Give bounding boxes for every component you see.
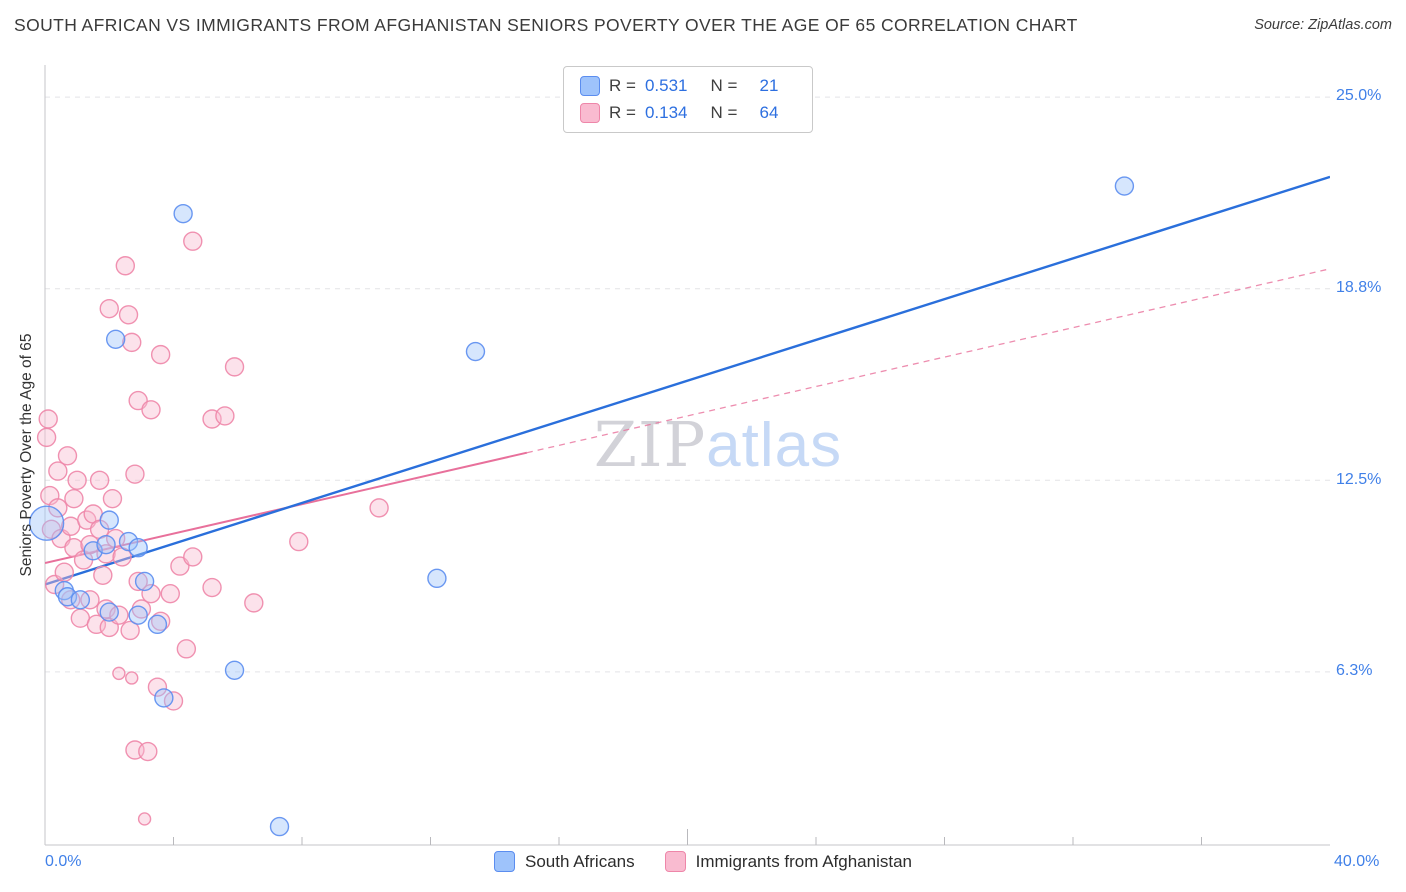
legend-box: R = 0.531 N = 21 R = 0.134 N = 64 (563, 66, 813, 133)
n-value: 64 (759, 103, 779, 122)
scatter-point-south-africans[interactable] (1114, 176, 1135, 196)
legend-item-south-africans[interactable]: South Africans (494, 851, 635, 872)
scatter-point-afghanistan-immigrants[interactable] (183, 231, 203, 251)
y-tick-label-18-8: 18.8% (1336, 279, 1382, 296)
scatter-point-afghanistan-immigrants[interactable] (150, 344, 171, 365)
n-value: 21 (759, 76, 779, 95)
scatter-point-south-africans[interactable] (269, 816, 290, 837)
n-label: N = (710, 103, 738, 122)
legend-item-label: South Africans (525, 851, 635, 871)
scatter-point-south-africans[interactable] (134, 571, 155, 592)
scatter-point-south-africans[interactable] (224, 660, 245, 681)
scatter-point-afghanistan-immigrants[interactable] (89, 470, 110, 490)
scatter-point-afghanistan-immigrants[interactable] (93, 565, 113, 585)
scatter-point-afghanistan-immigrants[interactable] (289, 531, 309, 552)
scatter-point-afghanistan-immigrants[interactable] (369, 498, 389, 518)
scatter-point-afghanistan-immigrants[interactable] (64, 488, 84, 509)
scatter-point-afghanistan-immigrants[interactable] (38, 409, 58, 429)
scatter-point-afghanistan-immigrants[interactable] (147, 677, 168, 697)
legend-item-afghanistan-immigrants[interactable]: Immigrants from Afghanistan (664, 851, 912, 872)
plot-area (45, 175, 1330, 586)
source-link[interactable]: Source: ZipAtlas.com (1254, 17, 1392, 33)
scatter-point-afghanistan-immigrants[interactable] (141, 400, 161, 420)
legend-row-afghanistan-immigrants: R = 0.134 N = 64 (580, 103, 812, 123)
scatter-point-afghanistan-immigrants[interactable] (118, 305, 139, 325)
scatter-point-south-africans[interactable] (105, 329, 126, 350)
scatter-point-afghanistan-immigrants[interactable] (244, 593, 264, 613)
r-label: R = (609, 76, 636, 95)
scatter-point-afghanistan-immigrants[interactable] (202, 577, 222, 598)
y-tick-label-6-3: 6.3% (1336, 662, 1373, 679)
scatter-point-afghanistan-immigrants[interactable] (48, 461, 68, 481)
x-tick-label-40: 40.0% (1334, 853, 1380, 870)
r-value: 0.134 (644, 103, 688, 122)
scatter-point-afghanistan-immigrants[interactable] (48, 498, 68, 518)
scatter-point-south-africans[interactable] (128, 538, 148, 558)
scatter-point-afghanistan-immigrants[interactable] (183, 547, 203, 567)
series-legend: South Africans Immigrants from Afghanist… (0, 851, 1406, 872)
scatter-point-south-africans[interactable] (70, 590, 91, 610)
scatter-point-afghanistan-immigrants[interactable] (120, 620, 140, 641)
scatter-point-afghanistan-immigrants[interactable] (115, 256, 136, 276)
scatter-point-south-africans[interactable] (99, 602, 119, 622)
trend-line-extension-afghanistan-immigrants (526, 268, 1330, 454)
scatter-point-afghanistan-immigrants[interactable] (125, 464, 145, 484)
scatter-point-afghanistan-immigrants[interactable] (36, 427, 57, 448)
scatter-point-south-africans[interactable] (427, 568, 447, 589)
south-africans-swatch-icon (580, 76, 600, 96)
scatter-point-afghanistan-immigrants[interactable] (176, 639, 197, 659)
scatter-point-south-africans[interactable] (96, 534, 116, 555)
legend-row-south-africans: R = 0.531 N = 21 (580, 76, 812, 96)
scatter-point-afghanistan-immigrants[interactable] (70, 608, 91, 628)
scatter-point-afghanistan-immigrants[interactable] (122, 332, 142, 353)
page-title: SOUTH AFRICAN VS IMMIGRANTS FROM AFGHANI… (14, 15, 1078, 35)
scatter-point-afghanistan-immigrants[interactable] (141, 583, 161, 604)
scatter-point-afghanistan-immigrants[interactable] (57, 446, 78, 466)
scatter-point-afghanistan-immigrants[interactable] (67, 470, 87, 490)
scatter-point-afghanistan-immigrants[interactable] (150, 611, 171, 631)
n-label: N = (710, 76, 738, 95)
y-tick-label-12-5: 12.5% (1336, 471, 1382, 488)
scatter-point-afghanistan-immigrants[interactable] (112, 666, 126, 681)
scatter-point-south-africans[interactable] (128, 605, 148, 625)
scatter-point-afghanistan-immigrants[interactable] (99, 298, 119, 319)
trend-line-south-africans (45, 175, 1330, 586)
scatter-point-afghanistan-immigrants[interactable] (54, 562, 74, 582)
south-africans-swatch-icon (494, 851, 515, 872)
scatter-point-afghanistan-immigrants[interactable] (60, 516, 81, 536)
scatter-point-south-africans[interactable] (147, 614, 168, 635)
scatter-point-afghanistan-immigrants[interactable] (224, 357, 245, 377)
scatter-point-afghanistan-immigrants[interactable] (125, 671, 139, 685)
scatter-point-south-africans[interactable] (173, 203, 193, 224)
scatter-point-afghanistan-immigrants[interactable] (138, 741, 158, 762)
x-tick-label-0: 0.0% (45, 853, 82, 870)
y-axis-label: Seniors Poverty Over the Age of 65 (18, 333, 35, 577)
scatter-point-afghanistan-immigrants[interactable] (102, 488, 123, 509)
r-label: R = (609, 103, 636, 122)
y-tick-label-25: 25.0% (1336, 87, 1382, 104)
afghanistan-immigrants-swatch-icon (664, 851, 686, 872)
scatter-point-south-africans[interactable] (154, 688, 174, 708)
scatter-point-afghanistan-immigrants[interactable] (137, 812, 152, 826)
scatter-point-south-africans[interactable] (465, 341, 486, 362)
afghanistan-immigrants-swatch-icon (580, 103, 600, 123)
legend-item-label: Immigrants from Afghanistan (695, 851, 912, 871)
scatter-point-afghanistan-immigrants[interactable] (160, 583, 180, 604)
scatter-point-south-africans[interactable] (118, 531, 139, 552)
r-value: 0.531 (644, 76, 688, 95)
scatter-point-south-africans[interactable] (99, 510, 119, 530)
scatter-point-afghanistan-immigrants[interactable] (128, 571, 148, 592)
scatter-point-south-africans[interactable] (28, 505, 65, 541)
scatter-point-afghanistan-immigrants[interactable] (215, 406, 235, 426)
